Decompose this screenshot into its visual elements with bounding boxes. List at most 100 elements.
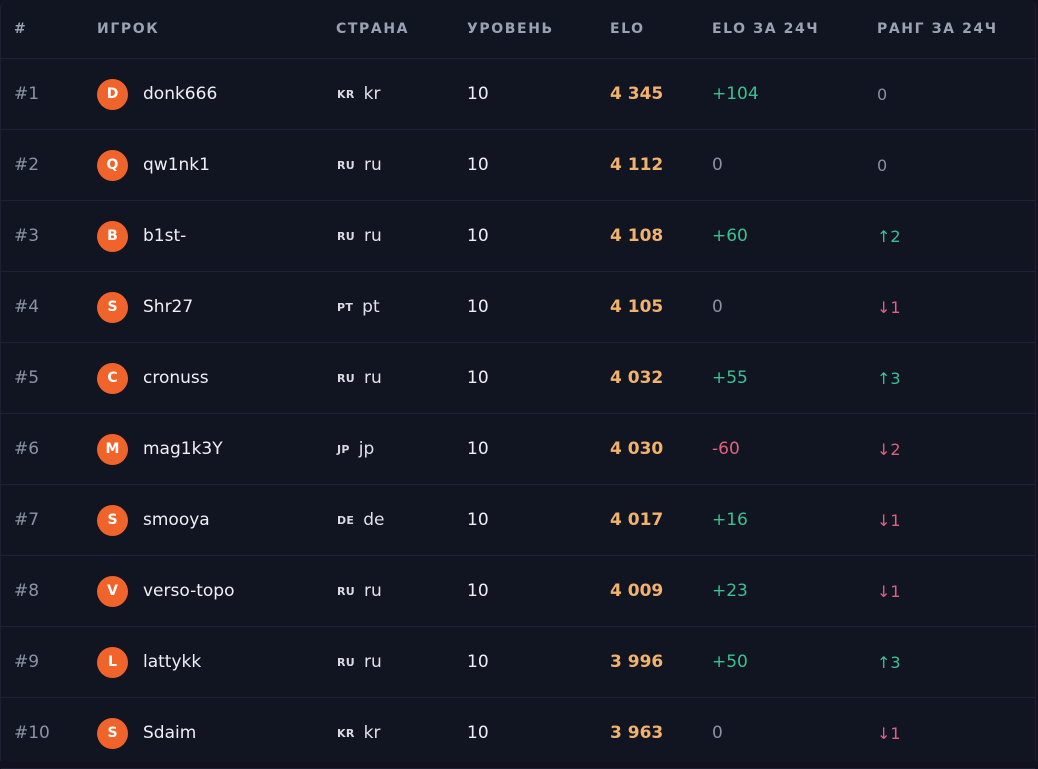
player-name-link[interactable]: qw1nk1 <box>143 155 210 175</box>
country-cell: RU ru <box>336 556 382 626</box>
column-header-elo[interactable]: ELO <box>610 21 645 37</box>
avatar[interactable]: S <box>97 717 128 749</box>
column-header-rank[interactable]: # <box>14 21 28 37</box>
country-name: pt <box>362 297 380 317</box>
rank-position: #9 <box>14 652 40 672</box>
elo-change-24h: +55 <box>712 368 748 388</box>
rank-change-24h: ↓1 <box>877 510 901 530</box>
player-name-link[interactable]: Sdaim <box>143 723 197 743</box>
player-name-link[interactable]: cronuss <box>143 368 209 388</box>
country-cell: PT pt <box>336 272 380 342</box>
column-header-level[interactable]: УРОВЕНЬ <box>467 21 554 37</box>
country-code: KR <box>337 726 355 740</box>
elo-value: 3 996 <box>610 652 664 672</box>
table-row[interactable]: #10 S Sdaim KR kr 10 3 963 0 ↓1 <box>1 698 1035 769</box>
country-code: RU <box>337 655 356 669</box>
rank-change-24h: 0 <box>877 84 888 104</box>
column-header-rank-24h[interactable]: РАНГ ЗА 24Ч <box>877 21 998 37</box>
player-name-link[interactable]: verso-topo <box>143 581 235 601</box>
elo-value: 4 112 <box>610 155 664 175</box>
player-level: 10 <box>467 723 489 743</box>
player-name-link[interactable]: b1st- <box>143 226 187 246</box>
elo-change-24h: +50 <box>712 652 748 672</box>
country-code: JP <box>337 442 350 456</box>
player-name-link[interactable]: Shr27 <box>143 297 194 317</box>
country-cell: DE de <box>336 485 385 555</box>
rank-change-24h: 0 <box>877 155 888 175</box>
player-name-link[interactable]: donk666 <box>143 84 218 104</box>
rank-position: #1 <box>14 84 40 104</box>
player-cell[interactable]: S Shr27 <box>97 272 193 342</box>
country-code: RU <box>337 158 356 172</box>
elo-value: 4 345 <box>610 84 664 104</box>
avatar[interactable]: V <box>97 575 128 607</box>
avatar[interactable]: C <box>97 362 128 394</box>
player-level: 10 <box>467 368 489 388</box>
country-cell: KR kr <box>336 698 380 768</box>
column-header-elo-24h[interactable]: ELO ЗА 24Ч <box>712 21 820 37</box>
rank-position: #4 <box>14 297 40 317</box>
country-cell: JP jp <box>336 414 374 484</box>
player-name-link[interactable]: mag1k3Y <box>143 439 223 459</box>
column-header-player[interactable]: ИГРОК <box>97 21 160 37</box>
avatar[interactable]: S <box>97 291 128 323</box>
country-name: kr <box>363 723 381 743</box>
elo-value: 4 017 <box>610 510 664 530</box>
avatar[interactable]: S <box>97 504 128 536</box>
elo-value: 4 032 <box>610 368 664 388</box>
player-level: 10 <box>467 84 489 104</box>
rank-position: #5 <box>14 368 40 388</box>
rank-position: #8 <box>14 581 40 601</box>
rank-change-24h: ↓1 <box>877 581 901 601</box>
player-name-link[interactable]: lattykk <box>143 652 202 672</box>
elo-change-24h: +16 <box>712 510 748 530</box>
player-level: 10 <box>467 510 489 530</box>
avatar[interactable]: M <box>97 433 128 465</box>
elo-value: 4 105 <box>610 297 664 317</box>
country-name: ru <box>364 581 382 601</box>
elo-change-24h: 0 <box>712 297 723 317</box>
avatar[interactable]: D <box>97 78 128 110</box>
rank-position: #10 <box>14 723 50 743</box>
player-level: 10 <box>467 155 489 175</box>
country-code: KR <box>337 87 355 101</box>
avatar[interactable]: L <box>97 646 128 678</box>
country-cell: RU ru <box>336 627 382 697</box>
avatar[interactable]: Q <box>97 149 128 181</box>
country-name: ru <box>364 155 382 175</box>
player-cell[interactable]: S Sdaim <box>97 698 196 768</box>
elo-value: 3 963 <box>610 723 664 743</box>
country-name: jp <box>358 439 375 459</box>
country-name: ru <box>364 226 382 246</box>
player-name-link[interactable]: smooya <box>143 510 210 530</box>
rank-change-24h: ↓1 <box>877 723 901 743</box>
table-row[interactable]: #4 S Shr27 PT pt 10 4 105 0 ↓1 <box>1 272 1035 343</box>
rank-change-24h: ↓1 <box>877 297 901 317</box>
elo-change-24h: +23 <box>712 581 748 601</box>
elo-value: 4 108 <box>610 226 664 246</box>
country-cell: RU ru <box>336 201 382 271</box>
country-cell: RU ru <box>336 343 382 413</box>
country-cell: KR kr <box>336 59 380 129</box>
player-level: 10 <box>467 652 489 672</box>
elo-change-24h: +60 <box>712 226 748 246</box>
avatar[interactable]: B <box>97 220 128 252</box>
column-header-country[interactable]: СТРАНА <box>336 21 410 37</box>
country-cell: RU ru <box>336 130 382 200</box>
